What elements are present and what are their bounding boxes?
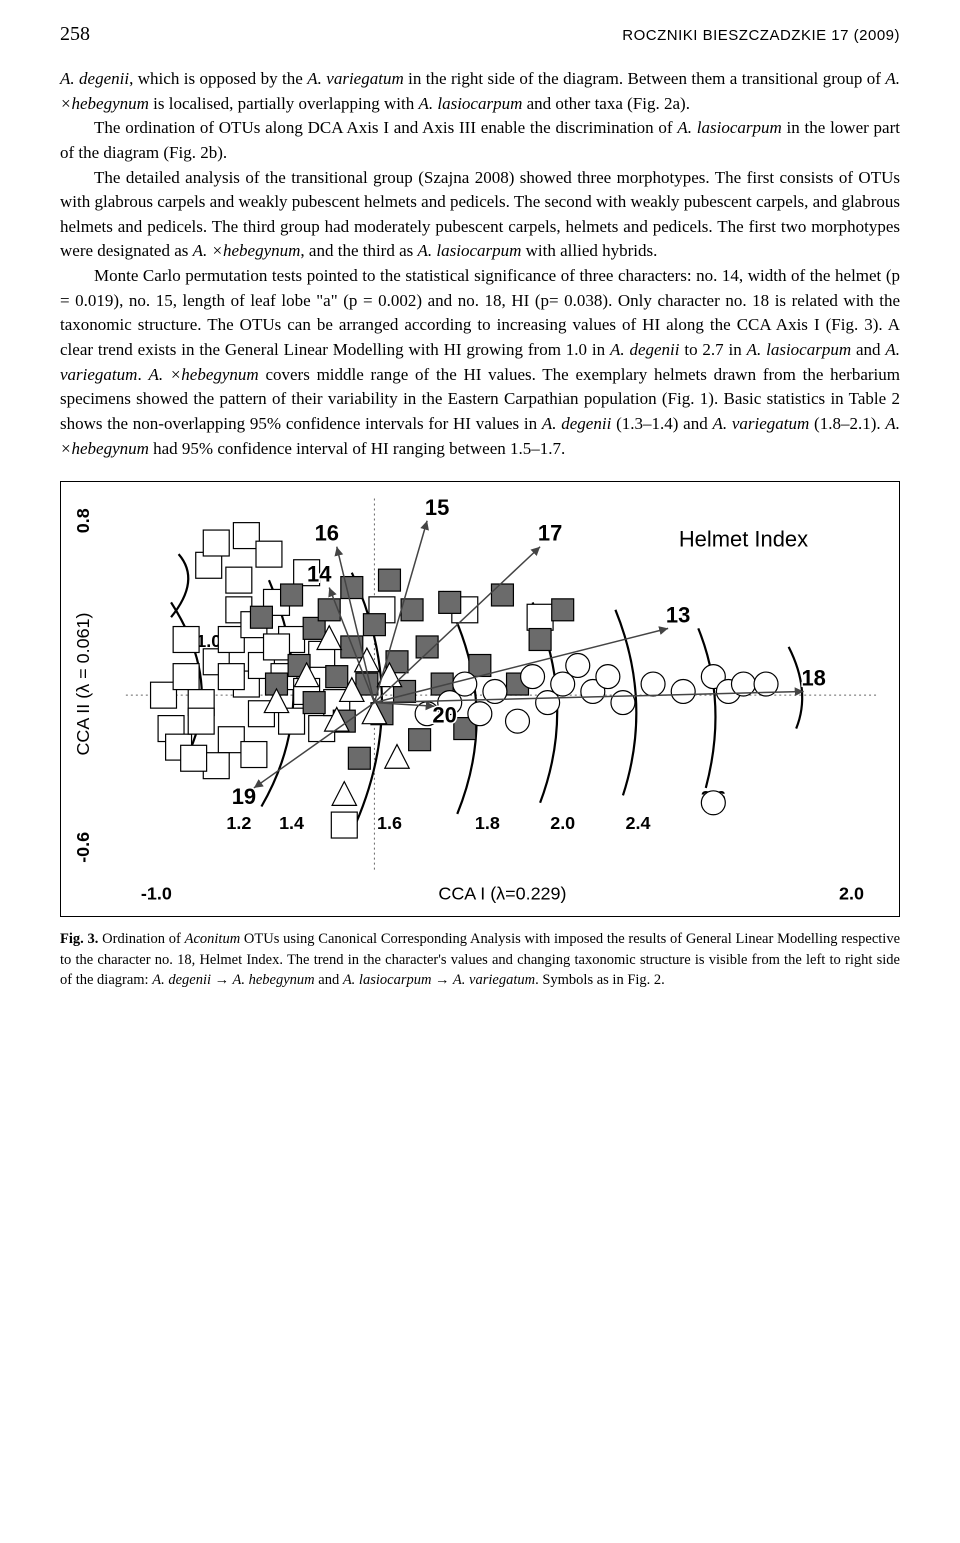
svg-text:2.0: 2.0 bbox=[839, 884, 864, 904]
figure-3-plot: 1.21.01.41.61.82.02.42.61516171413182019… bbox=[71, 490, 889, 910]
svg-text:-1.0: -1.0 bbox=[141, 884, 172, 904]
paragraph-4: Monte Carlo permutation tests pointed to… bbox=[60, 264, 900, 461]
page-number: 258 bbox=[60, 20, 90, 49]
caption-text: Ordination of Aconitum OTUs using Canoni… bbox=[60, 931, 900, 988]
svg-text:1.2: 1.2 bbox=[226, 813, 251, 833]
svg-text:19: 19 bbox=[232, 784, 256, 809]
figure-3-caption: Fig. 3. Ordination of Aconitum OTUs usin… bbox=[60, 929, 900, 990]
figure-label: Fig. 3. bbox=[60, 931, 98, 947]
svg-text:0.8: 0.8 bbox=[73, 509, 93, 534]
svg-text:Helmet Index: Helmet Index bbox=[679, 527, 808, 552]
svg-text:16: 16 bbox=[315, 521, 339, 546]
journal-title: ROCZNIKI BIESZCZADZKIE 17 (2009) bbox=[622, 25, 900, 47]
svg-text:2.0: 2.0 bbox=[550, 813, 575, 833]
figure-3-container: 1.21.01.41.61.82.02.42.61516171413182019… bbox=[60, 481, 900, 917]
svg-text:1.6: 1.6 bbox=[377, 813, 402, 833]
svg-text:14: 14 bbox=[307, 562, 332, 587]
svg-text:20: 20 bbox=[432, 703, 456, 728]
svg-text:CCA I (λ=0.229): CCA I (λ=0.229) bbox=[438, 884, 566, 904]
page-header: 258 ROCZNIKI BIESZCZADZKIE 17 (2009) bbox=[60, 20, 900, 49]
svg-text:18: 18 bbox=[801, 666, 825, 691]
svg-text:1.0: 1.0 bbox=[196, 631, 221, 651]
paragraph-1: A. degenii, which is opposed by the A. v… bbox=[60, 67, 900, 116]
paragraph-3: The detailed analysis of the transitiona… bbox=[60, 166, 900, 265]
svg-text:CCA II (λ = 0.061): CCA II (λ = 0.061) bbox=[73, 613, 93, 756]
body-text: A. degenii, which is opposed by the A. v… bbox=[60, 67, 900, 461]
svg-text:-0.6: -0.6 bbox=[73, 832, 93, 863]
svg-text:13: 13 bbox=[666, 603, 690, 628]
paragraph-2: The ordination of OTUs along DCA Axis I … bbox=[60, 116, 900, 165]
svg-text:15: 15 bbox=[425, 495, 449, 520]
svg-text:1.8: 1.8 bbox=[475, 813, 500, 833]
svg-text:1.4: 1.4 bbox=[279, 813, 304, 833]
svg-text:2.4: 2.4 bbox=[626, 813, 651, 833]
svg-text:17: 17 bbox=[538, 521, 562, 546]
ordination-chart: 1.21.01.41.61.82.02.42.61516171413182019… bbox=[71, 490, 889, 910]
